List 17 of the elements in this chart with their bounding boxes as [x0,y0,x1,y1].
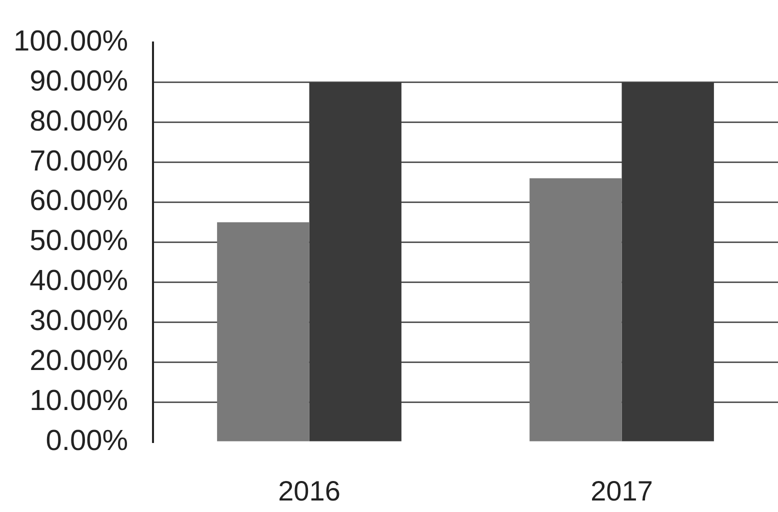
y-tick-label: 10.00% [30,385,128,418]
y-tick-label: 30.00% [30,305,128,338]
y-tick-label: 20.00% [30,345,128,378]
y-tick-label: 50.00% [30,225,128,258]
bar [622,82,714,442]
x-tick-label: 2017 [590,476,653,507]
bar [309,82,402,442]
x-tick-label: 2016 [278,476,340,507]
y-tick-label: 60.00% [30,185,128,218]
bar [530,178,622,442]
y-tick-label: 0.00% [46,425,128,457]
y-tick-label: 90.00% [30,65,128,98]
bar [217,222,310,442]
y-tick-label: 80.00% [30,105,128,138]
y-tick-label: 40.00% [30,265,128,298]
y-tick-label: 70.00% [30,145,128,178]
y-tick-label: 100.00% [14,25,128,58]
